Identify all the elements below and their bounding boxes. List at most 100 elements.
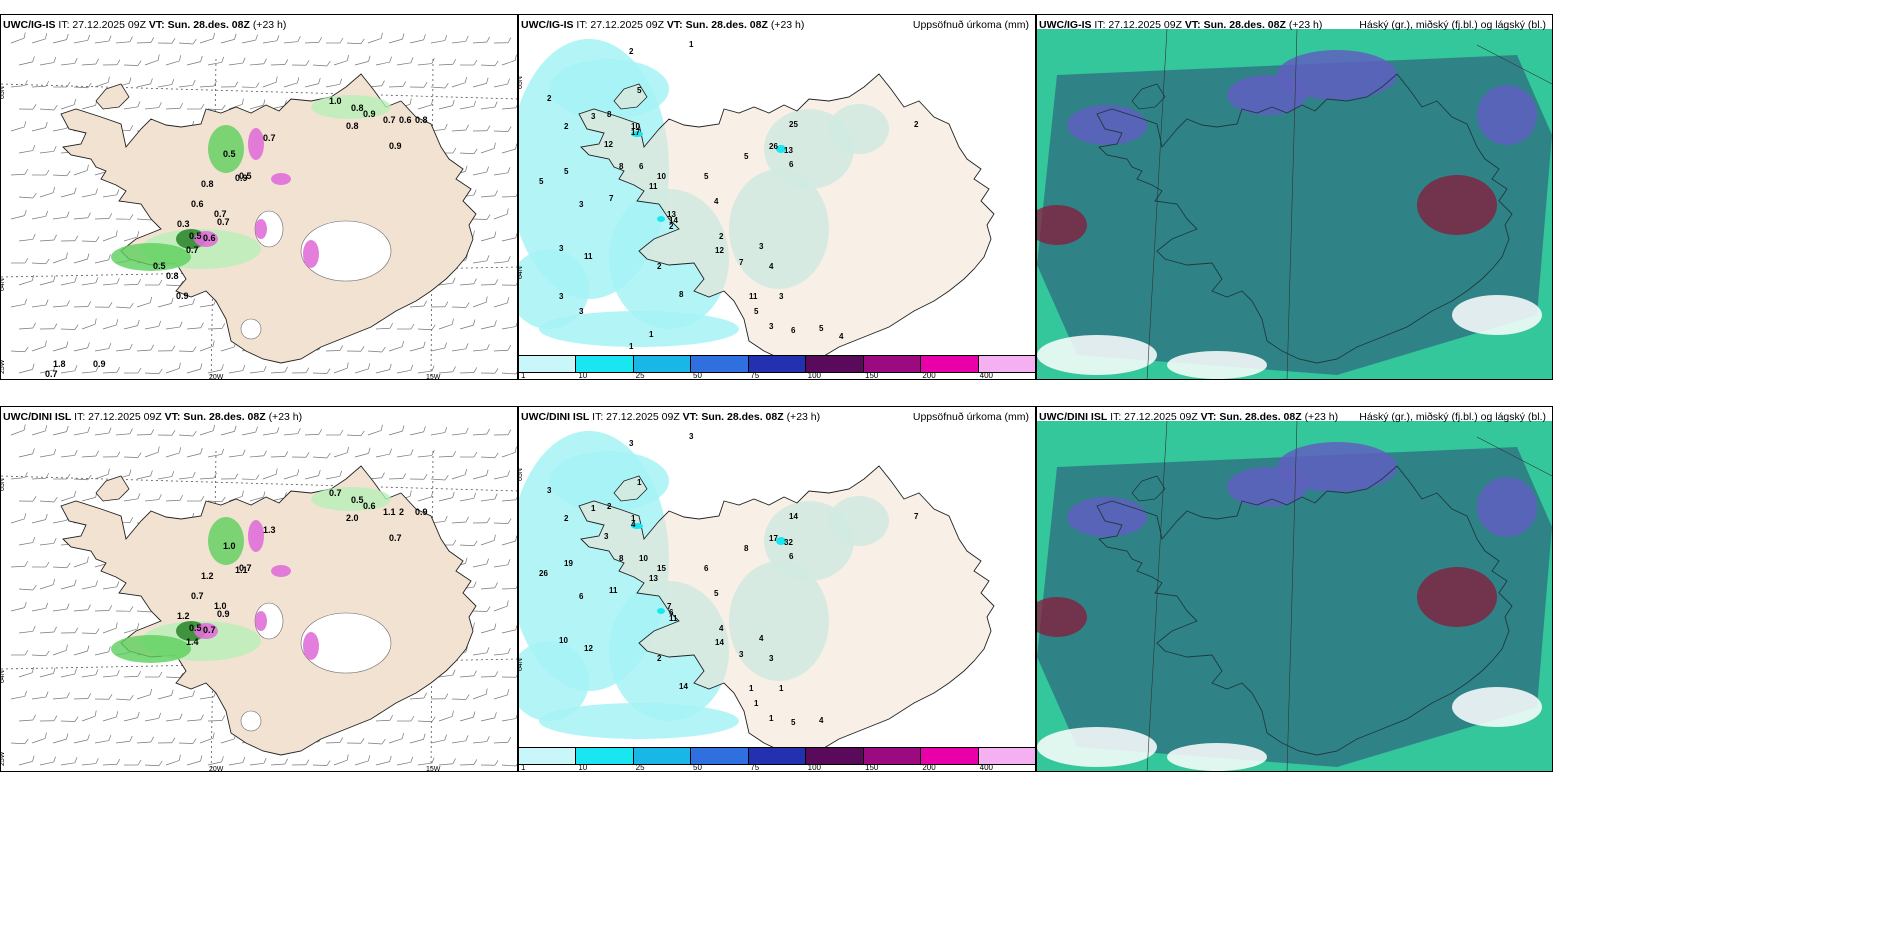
wind-barb [18,536,36,546]
wind-barb [199,472,217,480]
colorbar-tick-label: 150 [865,763,879,772]
lon-label: 20W [209,374,224,380]
wind-barb [73,426,91,436]
precip-label: 1 [631,514,636,523]
wind-barb [123,60,142,66]
wind-barb [459,711,476,722]
wind-barb [283,469,300,480]
wind-barb [102,711,119,722]
precip-label: 1 [769,714,774,723]
precip-label: 10 [657,172,666,181]
coastline [1096,465,1513,756]
wind-barb [501,672,517,678]
wind-barb [31,80,50,88]
gust-max [303,632,319,660]
colorbar-cell [978,748,1035,764]
wind-barb [186,447,203,458]
wind-barb [346,738,365,744]
wind-barb [501,535,517,546]
wind-barb [312,368,331,374]
precip-area [539,703,739,739]
wind-barb [115,694,134,701]
wind-barb [325,78,343,88]
wind-barb [52,562,71,569]
glacier [240,710,262,732]
wind-barb [31,513,48,524]
wind-barb [430,693,449,700]
precip-label: 3 [759,242,764,251]
iceland-land [95,475,130,502]
wind-barb [178,430,197,437]
lon-label: 15W [426,766,441,772]
colorbar-cell [748,356,807,372]
wind-barb [409,692,427,700]
wind-barb [388,81,407,88]
wind-barb [18,666,34,678]
wind-barb [145,279,163,286]
wind-barb [157,689,174,700]
wind-barb [81,188,98,198]
wind-barb [165,447,182,458]
wind-barb [228,364,246,374]
wind-barb [207,104,226,111]
wind-barb [480,320,497,330]
wind-barb [501,494,517,502]
wind-barb [409,426,426,436]
wind-barb [60,627,79,634]
wind-barb [136,470,153,480]
wind-barb [10,424,26,436]
wind-speed-label: 1.4 [186,637,199,647]
wind-speed-label: 1.0 [329,96,342,106]
wind-barb [459,100,477,110]
wind-barb [10,472,28,480]
wind-speed-label: 0.6 [203,233,216,243]
wind-barb [39,578,55,590]
wind-barb [493,736,512,744]
wind-barb [81,236,100,242]
wind-barb [39,275,56,286]
wind-barb [10,601,27,612]
wind-barb [451,124,469,132]
wind-barb [144,494,162,502]
wind-barb [459,492,477,502]
glacier [300,220,392,282]
wind-barb [480,101,498,110]
wind-barb [396,57,414,66]
cloud-high [1277,50,1397,100]
wind-speed-label: 0.8 [351,103,364,113]
wind-barb [94,468,110,480]
precip-label: 14 [789,512,798,521]
precip-label: 7 [609,194,614,203]
precip-label: 2 [657,654,662,663]
wind-barb [283,428,301,436]
wind-barb [417,99,434,110]
precip-label: 17 [631,128,640,137]
wind-barb [409,733,426,744]
wind-barb [459,148,478,155]
wind-barb [501,712,517,722]
wind-barb [94,254,111,264]
wind-barb [31,33,48,44]
precip-label: 13 [649,574,658,583]
wind-speed-label: 1.2 [201,571,214,581]
wind-barb [270,758,288,766]
precip-label: 25 [789,120,798,129]
border-line [1286,420,1298,771]
wind-speed-label: 0.5 [189,231,202,241]
wind-barb [354,363,371,374]
wind-barb [31,121,48,132]
gust-max [255,611,267,631]
cloud-high [1067,105,1147,145]
wind-barb [438,99,455,110]
wind-barb [354,755,371,766]
wind-barb [207,496,226,503]
precip-label: 11 [584,252,593,261]
wind-barb [451,35,469,44]
panel-title: UWC/DINI ISL IT: 27.12.2025 09Z VT: Sun.… [521,411,821,423]
wind-barb [73,342,90,352]
wind-barb [199,299,217,308]
wind-barb [451,343,469,352]
wind-barb [10,560,29,568]
wind-barb [73,693,92,700]
wind-barb [262,76,278,88]
